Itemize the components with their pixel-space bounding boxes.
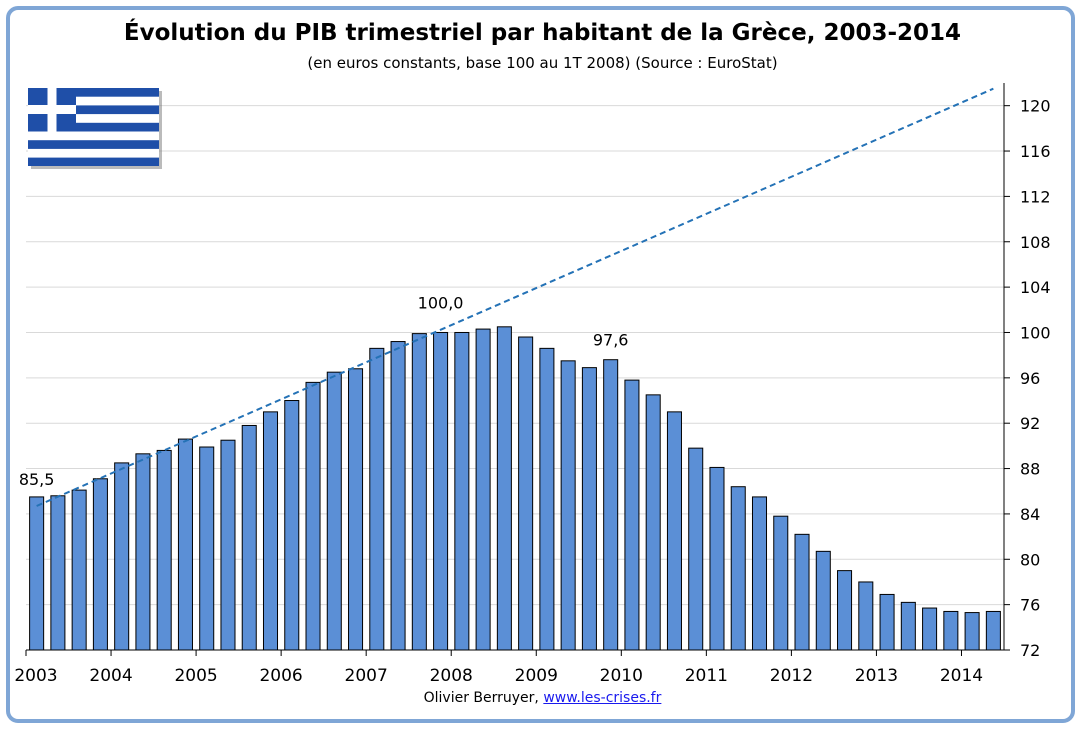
credit-link[interactable]: www.les-crises.fr: [543, 690, 662, 706]
bar: [730, 486, 746, 651]
greece-flag: [28, 88, 162, 169]
y-tick-label: 72: [1020, 641, 1040, 660]
bar: [624, 379, 640, 651]
x-tick-label: 2009: [515, 666, 558, 686]
bar: [879, 593, 895, 651]
bar: [688, 447, 704, 651]
bar: [135, 453, 151, 651]
x-tick-label: 2011: [685, 666, 728, 686]
bar: [390, 341, 406, 651]
bar: [837, 570, 853, 651]
bar: [603, 359, 619, 651]
bar: [305, 381, 321, 651]
tick-labels: 72 76 80 84 88 92 96 100 104 108 112 116 120 2003 2004…: [14, 97, 1050, 686]
y-tick-label: 104: [1020, 278, 1051, 297]
bar: [199, 446, 215, 651]
y-tick-label: 108: [1020, 233, 1051, 252]
credit-author: Olivier Berruyer,: [423, 690, 539, 706]
bar: [262, 411, 279, 651]
x-tick-label: 2014: [940, 666, 983, 686]
x-tick-label: 2007: [345, 666, 388, 686]
bar: [114, 462, 130, 651]
data-annotation: 97,6: [593, 331, 629, 350]
x-tick-label: 2004: [89, 666, 132, 686]
credit-line: Olivier Berruyer, www.les-crises.fr: [0, 690, 1085, 706]
x-tick-label: 2010: [600, 666, 643, 686]
bar: [645, 394, 661, 651]
annotations: 85,5 100,0 97,6: [19, 293, 629, 488]
y-tick-label: 116: [1020, 142, 1051, 161]
bar: [751, 496, 768, 651]
data-annotation: 100,0: [418, 293, 464, 312]
axes: [25, 83, 1010, 656]
bar: [496, 326, 512, 651]
bar: [922, 607, 938, 651]
bar: [177, 438, 193, 651]
y-tick-label: 96: [1020, 369, 1040, 388]
bar: [220, 439, 236, 651]
data-annotation: 85,5: [19, 470, 55, 489]
bar: [411, 333, 427, 651]
x-tick-label: 2003: [14, 666, 57, 686]
bar: [92, 478, 108, 651]
y-tick-label: 100: [1020, 323, 1051, 342]
bar: [156, 449, 172, 651]
bar: [29, 496, 45, 651]
y-tick-label: 80: [1020, 550, 1040, 569]
bar: [709, 466, 725, 651]
bar: [241, 424, 257, 651]
bars: [29, 326, 1001, 651]
bar: [581, 367, 597, 651]
y-tick-label: 84: [1020, 505, 1040, 524]
y-tick-label: 112: [1020, 187, 1051, 206]
bar: [794, 533, 810, 651]
bar: [943, 610, 959, 651]
bar: [560, 360, 576, 651]
bar: [900, 601, 916, 651]
y-tick-label: 88: [1020, 460, 1040, 479]
trend-line-group: [36, 87, 994, 507]
bar: [348, 368, 364, 651]
bar: [815, 550, 831, 651]
bar: [518, 336, 534, 651]
bar: [369, 347, 385, 651]
bar: [284, 400, 300, 651]
bar: [433, 331, 449, 651]
y-tick-label: 76: [1020, 596, 1040, 615]
bar: [50, 495, 66, 651]
grid-lines: [26, 105, 1004, 651]
bar: [985, 610, 1001, 651]
chart-subtitle: (en euros constants, base 100 au 1T 2008…: [307, 54, 778, 72]
y-tick-label: 120: [1020, 97, 1051, 116]
bar: [475, 328, 491, 651]
x-tick-label: 2013: [855, 666, 898, 686]
trend-line: [36, 87, 994, 507]
bar: [666, 411, 682, 651]
y-tick-label: 92: [1020, 414, 1040, 433]
bar: [773, 515, 789, 651]
bar: [326, 371, 342, 651]
x-tick-label: 2006: [259, 666, 302, 686]
x-tick-label: 2008: [430, 666, 473, 686]
x-tick-label: 2012: [770, 666, 813, 686]
bar: [454, 331, 470, 651]
chart-title: Évolution du PIB trimestriel par habitan…: [123, 20, 962, 46]
bar: [539, 347, 555, 651]
bar: [71, 489, 87, 651]
bar: [964, 612, 980, 651]
x-tick-label: 2005: [174, 666, 217, 686]
bar: [858, 581, 874, 651]
